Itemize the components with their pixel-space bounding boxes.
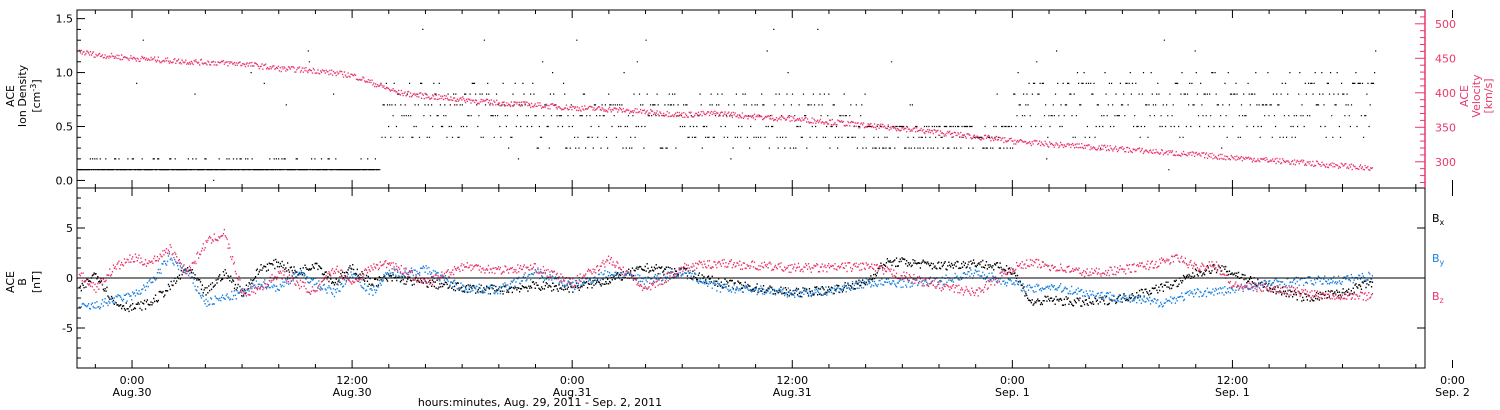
density-ylabel-line1: ACE (4, 85, 17, 107)
bfield-ylabel-line1: ACE (4, 271, 17, 293)
legend-bx: Bx (1432, 212, 1445, 227)
x-tick-label-date: Aug.30 (333, 386, 372, 399)
legend-bx-sub: x (1440, 218, 1445, 227)
bfield-series-y (78, 253, 1374, 310)
velocity-scatter (78, 49, 1374, 171)
density-y-tick-label: 0.0 (56, 174, 74, 187)
velocity-yunit: [km/s] (1482, 78, 1495, 113)
tick-labels: 0:00Aug.3012:00Aug.300:00Aug.3112:00Aug.… (56, 13, 1470, 399)
density-y-tick-label: 1.0 (56, 67, 74, 80)
velocity-y-tick-label: 450 (1435, 52, 1456, 65)
bfield-series-x (78, 257, 1374, 313)
axis-ticks (77, 10, 1454, 368)
x-tick-label-date: Aug.31 (773, 386, 812, 399)
velocity-ylabel-line2: Velocity (1470, 74, 1483, 118)
density-y-tick-label: 1.5 (56, 13, 74, 26)
bfield-points (78, 228, 1374, 313)
x-tick-label-time: 12:00 (776, 374, 808, 387)
x-tick-label-time: 0:00 (560, 374, 585, 387)
density-ylabel-line2: Ion Density (16, 64, 29, 127)
top-panel-frame (76, 9, 1426, 189)
velocity-y-tick-label: 400 (1435, 87, 1456, 100)
density-y-tick-label: 0.5 (56, 121, 74, 134)
density-yunit-exp: -3 (29, 84, 38, 92)
velocity-y-tick-label: 300 (1435, 156, 1456, 169)
bfield-ylabel-line2: B (16, 278, 29, 286)
x-tick-label-date: Sep. 2 (1435, 386, 1470, 399)
legend-bz-name: B (1432, 290, 1440, 303)
x-tick-label-time: 0:00 (1440, 374, 1465, 387)
density-points (77, 28, 1377, 181)
bfield-yunit: [nT] (30, 271, 43, 293)
x-tick-label-date: Aug.30 (113, 386, 152, 399)
x-tick-label-time: 0:00 (120, 374, 145, 387)
x-tick-label-date: Sep. 1 (1215, 386, 1250, 399)
velocity-points (78, 49, 1374, 171)
velocity-y-tick-label: 500 (1435, 18, 1456, 31)
legend-by-name: B (1432, 252, 1440, 265)
x-axis-title: hours:minutes, Aug. 29, 2011 - Sep. 2, 2… (418, 396, 662, 409)
legend-bx-name: B (1432, 212, 1440, 225)
legend-by-sub: y (1440, 258, 1445, 267)
legend-bz-sub: z (1440, 296, 1444, 305)
bfield-series-z (78, 228, 1374, 302)
x-tick-label-time: 12:00 (1217, 374, 1249, 387)
bfield-y-tick-label: 5 (66, 222, 73, 235)
bfield-y-tick-label: 0 (66, 272, 73, 285)
x-tick-label-date: Sep. 1 (995, 386, 1030, 399)
x-tick-label-time: 12:00 (336, 374, 368, 387)
density-scatter (78, 28, 1377, 181)
legend-bz: Bz (1432, 290, 1444, 305)
density-yunit: [cm-3] (29, 79, 43, 112)
velocity-ylabel-line1: ACE (1458, 85, 1471, 107)
x-tick-label-time: 0:00 (1000, 374, 1025, 387)
density-yunit-end: ] (30, 79, 43, 83)
velocity-y-tick-label: 350 (1435, 121, 1456, 134)
x-tick-label-date: Aug.31 (553, 386, 592, 399)
bfield-y-tick-label: -5 (62, 322, 73, 335)
density-yunit-base: [cm (30, 92, 43, 113)
legend-by: By (1432, 252, 1445, 267)
